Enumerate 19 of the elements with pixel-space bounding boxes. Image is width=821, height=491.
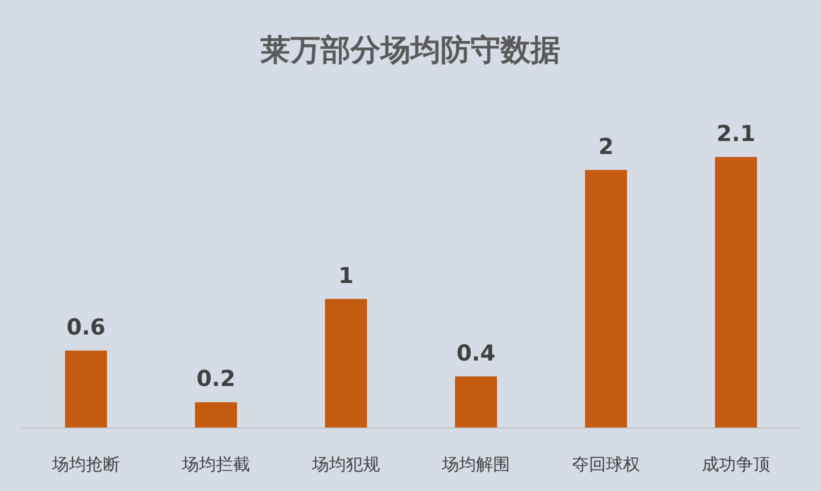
chart-title: 莱万部分场均防守数据 bbox=[260, 33, 560, 68]
bar bbox=[65, 350, 107, 428]
bar bbox=[585, 170, 627, 428]
x-tick-label: 场均解围 bbox=[441, 455, 510, 475]
bar bbox=[455, 376, 497, 428]
x-tick-label: 夺回球权 bbox=[572, 455, 640, 475]
bar bbox=[325, 298, 367, 428]
x-tick-label: 场均拦截 bbox=[181, 455, 250, 475]
bar bbox=[715, 157, 757, 428]
x-tick-label: 场均抢断 bbox=[51, 455, 120, 475]
data-label: 0.2 bbox=[196, 367, 236, 392]
bar bbox=[195, 402, 237, 428]
data-label: 2 bbox=[598, 134, 614, 160]
data-label: 0.4 bbox=[456, 341, 496, 366]
data-label: 0.6 bbox=[66, 316, 106, 341]
data-label: 1 bbox=[338, 264, 354, 289]
x-tick-label: 成功争顶 bbox=[702, 455, 770, 475]
data-label: 2.1 bbox=[716, 122, 756, 147]
x-tick-label: 场均犯规 bbox=[311, 455, 380, 475]
